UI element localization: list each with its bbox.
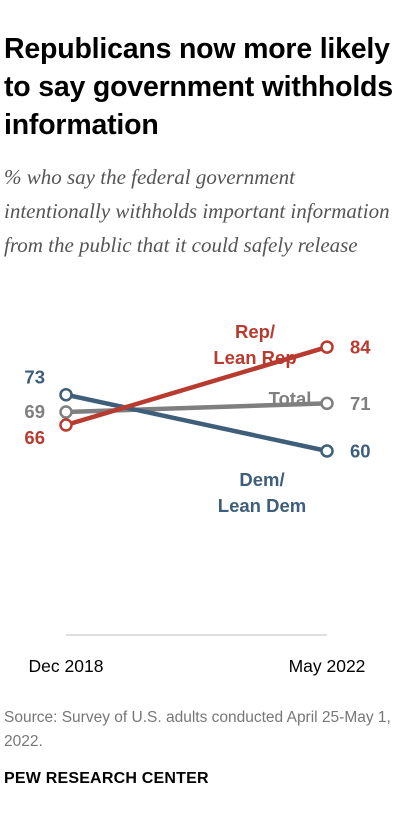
source-note: Source: Survey of U.S. adults conducted … bbox=[4, 709, 391, 750]
series-line-rep-lean-rep bbox=[63, 344, 330, 428]
point-total-1 bbox=[320, 396, 334, 411]
series-label-rep-lean-rep-line2: Lean Rep bbox=[213, 347, 296, 368]
point-rep-lean-rep-1 bbox=[320, 340, 334, 354]
value-label-rep-lean-rep-end: 84 bbox=[350, 337, 371, 358]
value-label-rep-lean-rep-start: 66 bbox=[24, 427, 45, 448]
series-label-dem-lean-dem-line1: Dem/ bbox=[239, 469, 284, 490]
x-tick-label-dec-2018: Dec 2018 bbox=[29, 656, 104, 676]
chart-subtitle: % who say the federal government intenti… bbox=[4, 165, 390, 257]
point-rep-lean-rep-0 bbox=[59, 418, 73, 432]
value-label-dem-lean-dem-end: 60 bbox=[350, 441, 371, 462]
point-total-0 bbox=[59, 405, 73, 419]
point-dem-lean-dem-1 bbox=[320, 444, 334, 458]
series-line-dem-lean-dem bbox=[63, 392, 330, 454]
point-dem-lean-dem-0 bbox=[59, 387, 73, 402]
value-label-dem-lean-dem-start: 73 bbox=[24, 367, 45, 388]
value-label-total-start: 69 bbox=[24, 401, 45, 422]
value-label-total-end: 71 bbox=[350, 393, 371, 414]
brand-footer: PEW RESEARCH CENTER bbox=[4, 770, 209, 787]
x-tick-label-may-2022: May 2022 bbox=[289, 656, 366, 676]
line-chart: Dec 2018 May 2022 69 71 73 60 66 84 Total Dem/Lea… bbox=[24, 321, 371, 676]
series-label-dem-lean-dem-line2: Lean Dem bbox=[218, 495, 306, 516]
series-label-rep-lean-rep-line1: Rep/ bbox=[235, 321, 275, 342]
chart-title: Republicans now more likely to say gover… bbox=[4, 33, 393, 141]
series-label-total: Total bbox=[269, 388, 312, 409]
